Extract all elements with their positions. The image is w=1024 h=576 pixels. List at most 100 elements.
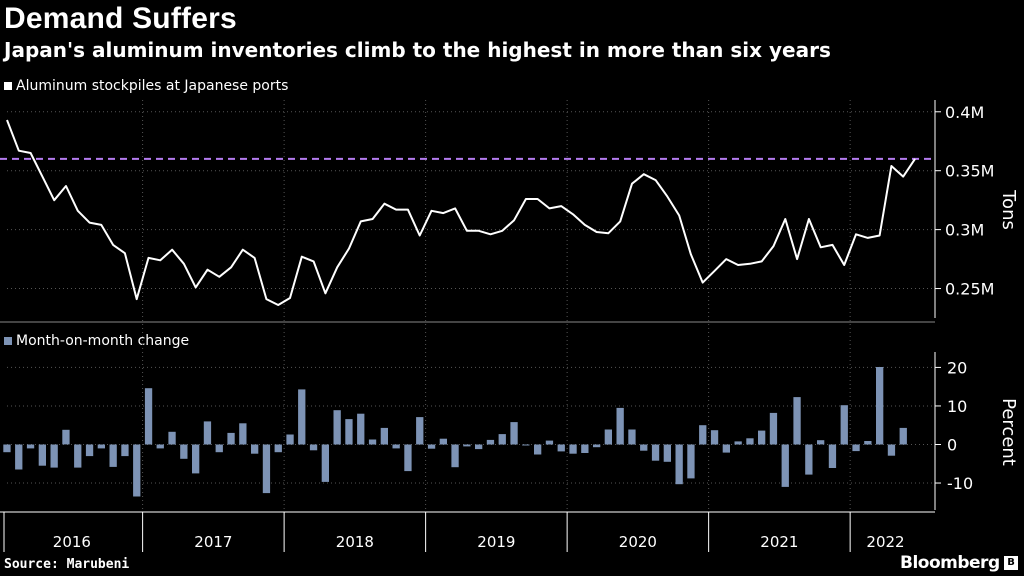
mom-bar — [769, 412, 778, 445]
legend-mom-change: Month-on-month change — [4, 333, 189, 349]
legend-swatch-blue — [4, 337, 12, 345]
legend-stockpiles: Aluminum stockpiles at Japanese ports — [4, 78, 288, 94]
mom-bar — [262, 444, 271, 494]
mom-bar — [62, 429, 70, 445]
mom-bar — [604, 429, 612, 445]
mom-bar — [97, 444, 105, 449]
mom-bar — [486, 439, 495, 445]
mom-bar — [569, 444, 577, 454]
mom-bar — [534, 444, 542, 455]
mom-bar — [109, 444, 117, 467]
mom-bar — [50, 444, 58, 468]
mom-bar — [74, 444, 82, 468]
mom-bar — [840, 405, 848, 445]
mom-bar — [817, 440, 825, 445]
source-note: Source: Marubeni — [4, 557, 130, 572]
mom-bar — [887, 444, 896, 456]
mom-bar — [85, 444, 94, 457]
chart-subtitle: Japan's aluminum inventories climb to th… — [4, 38, 831, 62]
x-year-label: 2021 — [760, 533, 798, 551]
mom-bar — [180, 444, 188, 459]
mom-bar — [427, 444, 436, 449]
top-y-tick-label: 0.25M — [945, 280, 994, 299]
mom-bar — [498, 434, 506, 445]
top-y-tick-label: 0.4M — [945, 103, 984, 122]
mom-bar — [133, 444, 141, 497]
mom-bar — [852, 444, 860, 452]
mom-bar — [722, 444, 730, 453]
mom-bar — [746, 438, 754, 445]
mom-bar — [203, 421, 212, 445]
mom-bar — [156, 444, 164, 449]
mom-bar — [805, 444, 813, 475]
mom-bar — [451, 444, 459, 468]
top-y-tick-label: 0.35M — [945, 162, 994, 181]
mom-bar — [439, 438, 447, 445]
x-year-label: 2016 — [53, 533, 91, 551]
mom-bar — [640, 444, 648, 451]
mom-bar — [710, 430, 719, 445]
mom-bar — [864, 441, 872, 445]
mom-bar — [309, 444, 318, 451]
legend-swatch-white — [4, 82, 12, 90]
legend-label-mom-change: Month-on-month change — [16, 333, 190, 349]
mom-bar — [298, 389, 306, 445]
mom-bar — [593, 444, 601, 448]
mom-bar — [251, 444, 259, 454]
chart-title: Demand Suffers — [4, 2, 237, 35]
mom-bar — [357, 413, 365, 445]
mom-bar — [3, 444, 11, 453]
mom-bar — [121, 444, 129, 457]
mom-bar — [286, 434, 294, 445]
mom-bar — [699, 425, 707, 445]
mom-bar — [227, 432, 235, 445]
mom-bar — [26, 444, 35, 449]
mom-bar — [734, 441, 742, 445]
mom-bar — [274, 444, 282, 453]
mom-bar — [663, 444, 671, 462]
bloomberg-logo: Bloomberg — [900, 553, 1000, 573]
mom-bar — [321, 444, 329, 482]
mom-bar — [380, 427, 388, 445]
mom-bar — [545, 440, 554, 445]
mom-bar — [345, 419, 353, 445]
mom-bar — [793, 397, 801, 445]
mom-bar — [463, 444, 471, 447]
legend-label-stockpiles: Aluminum stockpiles at Japanese ports — [16, 78, 289, 94]
mom-bar — [828, 444, 837, 468]
mom-bar — [899, 427, 907, 445]
stockpile-line — [6, 119, 916, 306]
top-y-tick-label: 0.3M — [945, 221, 984, 240]
mom-bar — [192, 444, 200, 474]
bottom-y-tick-label: 0 — [947, 435, 957, 454]
mom-bar — [876, 367, 884, 445]
mom-bar — [510, 422, 518, 445]
mom-bar — [144, 388, 153, 445]
mom-bar — [416, 417, 424, 445]
mom-bar — [557, 444, 565, 452]
mom-bar — [687, 444, 695, 479]
mom-bar — [475, 444, 483, 450]
x-year-label: 2018 — [336, 533, 374, 551]
top-y-axis-title: Tons — [998, 189, 1019, 230]
bottom-y-tick-label: 20 — [947, 358, 967, 377]
x-year-label: 2022 — [866, 533, 904, 551]
mom-bar — [368, 439, 377, 445]
mom-bar — [239, 423, 247, 445]
mom-bar — [333, 410, 341, 445]
x-year-label: 2017 — [194, 533, 232, 551]
bottom-y-axis-title: Percent — [998, 398, 1019, 466]
mom-bar — [675, 444, 683, 485]
mom-bar — [781, 444, 789, 487]
mom-bar — [758, 430, 766, 445]
mom-bar — [15, 444, 23, 470]
mom-bar — [581, 444, 589, 453]
mom-bar — [404, 444, 412, 472]
mom-bar — [38, 444, 46, 466]
mom-bar — [522, 444, 530, 446]
mom-bar — [616, 407, 624, 445]
mom-bar — [392, 444, 400, 449]
x-year-label: 2020 — [619, 533, 657, 551]
bottom-y-tick-label: 10 — [947, 397, 967, 416]
